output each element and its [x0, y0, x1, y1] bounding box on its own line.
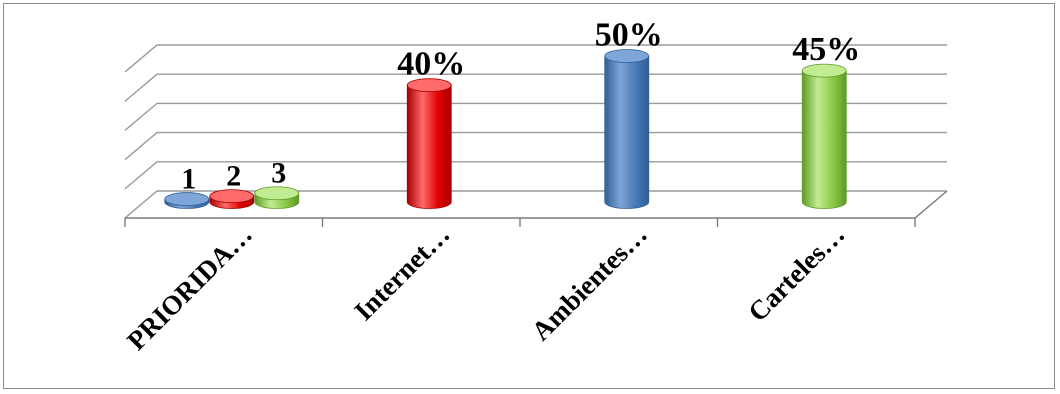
gridline: [124, 73, 947, 102]
bar-5: [801, 63, 847, 209]
category-label: PRIORIDA…: [121, 219, 258, 356]
gridline: [124, 44, 947, 73]
data-label: 50%: [595, 17, 663, 54]
bar-0: [164, 192, 210, 209]
gridline: [124, 131, 947, 161]
gridline: [124, 161, 947, 190]
bar-top: [604, 49, 650, 63]
data-label: 2: [226, 160, 241, 193]
data-label: 1: [181, 163, 196, 196]
gridline: [124, 190, 947, 219]
bar-top: [801, 63, 847, 78]
bar-top: [254, 186, 300, 201]
bar-top: [164, 192, 210, 206]
bar-2: [254, 186, 300, 209]
bar-3: [406, 78, 452, 209]
bar-body: [604, 55, 650, 209]
bar-body: [801, 70, 847, 209]
data-label: 3: [271, 157, 286, 190]
bar-body: [406, 84, 452, 209]
data-label: 45%: [792, 31, 860, 68]
bar-4: [604, 49, 650, 209]
data-label: 40%: [397, 46, 465, 83]
category-label: Internet…: [348, 219, 455, 326]
category-label: Ambientes…: [526, 219, 653, 346]
bar-top: [209, 189, 255, 204]
category-label: Carteles…: [742, 219, 850, 327]
bar-1: [209, 189, 255, 209]
gridline: [124, 102, 947, 131]
bar-top: [406, 78, 452, 93]
